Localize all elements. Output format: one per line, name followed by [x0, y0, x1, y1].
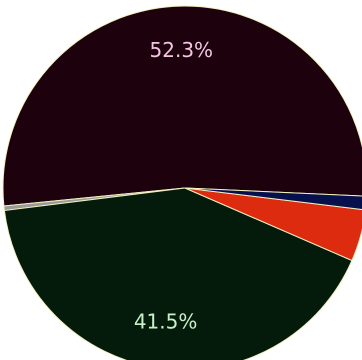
slice-label-2: 41.5%: [134, 310, 198, 334]
pie-labels: 52.3% 41.5%: [134, 38, 213, 334]
pie-slice-3: [184, 187, 362, 262]
pie-slices: [2, 5, 362, 360]
pie-slice-2: [3, 187, 353, 360]
pie-slice-4: [184, 187, 362, 210]
slice-label-0: 52.3%: [150, 38, 214, 62]
pie-slice-0: [2, 5, 362, 207]
